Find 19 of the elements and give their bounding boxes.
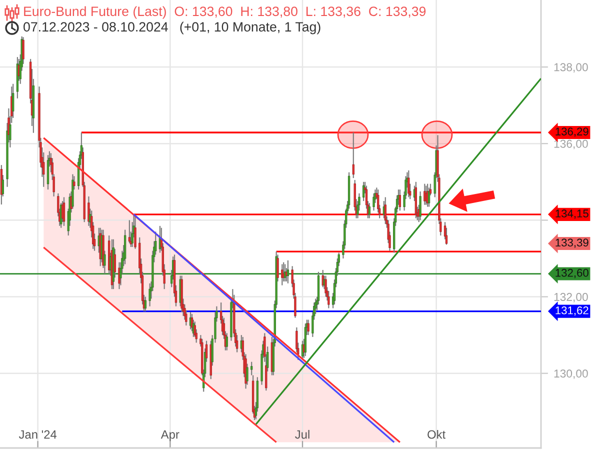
text: 133,39 <box>556 238 588 248</box>
data-label: 136,29 <box>556 128 588 137</box>
y-tick-label: 136,00 <box>554 140 588 150</box>
x-tick-label: Okt <box>428 430 446 439</box>
data-label: 134,15 <box>556 210 588 219</box>
candlestick <box>286 260 290 284</box>
data-label: 131,62 <box>556 306 588 316</box>
text: 07.12.2023 - 08.10.2024 (+01, 10 Monate, 1 Tag) <box>24 22 320 34</box>
candlestick <box>398 188 402 212</box>
y-tick-label: 138,00 <box>554 63 588 73</box>
x-tick-label: Jul <box>295 430 310 439</box>
y-tick-label: 130,00 <box>554 370 588 379</box>
x-tick-label: Jan '24 <box>18 430 57 439</box>
y-tick-label: 132,00 <box>554 292 588 302</box>
candlestick <box>352 132 354 179</box>
x-tick-label: Apr <box>160 430 180 442</box>
candlestick <box>62 196 66 226</box>
ref-line-label: 132,60 <box>556 268 588 278</box>
chart-title: Euro-Bund Future (Last) O: 133,60 H: 133,80 L: 133,36 C: 133,39 <box>24 6 426 19</box>
